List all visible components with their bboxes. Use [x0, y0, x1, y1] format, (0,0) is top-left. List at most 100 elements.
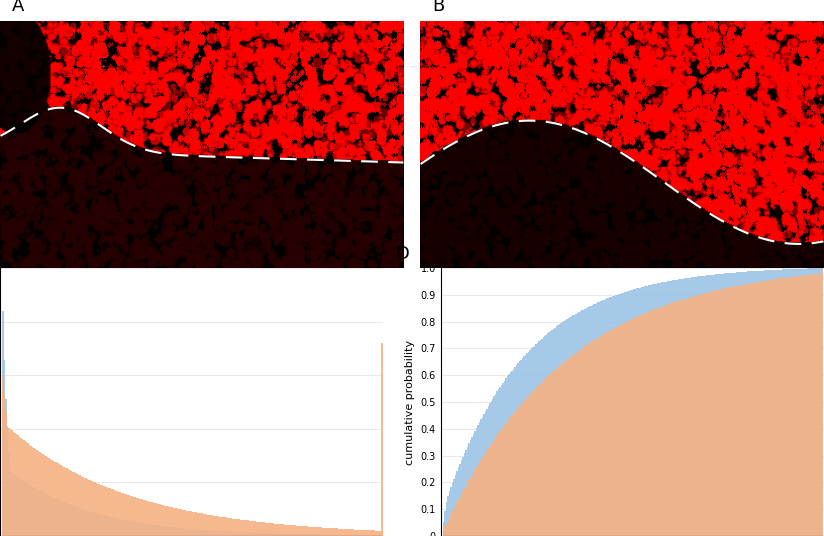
Bar: [86, 478, 87, 536]
Bar: [252, 533, 253, 536]
Bar: [731, 287, 733, 536]
Bar: [123, 493, 124, 536]
Bar: [69, 470, 71, 536]
Bar: [59, 464, 60, 536]
Bar: [325, 528, 326, 536]
Bar: [36, 489, 38, 536]
Bar: [14, 433, 16, 536]
Bar: [681, 279, 682, 536]
Bar: [768, 270, 770, 536]
Bar: [175, 527, 176, 536]
Bar: [730, 287, 731, 536]
Bar: [581, 348, 583, 536]
Bar: [353, 530, 354, 536]
Bar: [662, 306, 664, 536]
Bar: [475, 467, 477, 536]
Bar: [221, 531, 222, 536]
Bar: [473, 434, 474, 536]
Bar: [544, 379, 545, 536]
Bar: [742, 285, 743, 536]
Bar: [230, 532, 231, 536]
Bar: [556, 369, 557, 536]
Bar: [125, 520, 127, 536]
Bar: [119, 519, 121, 536]
Bar: [369, 530, 371, 536]
Bar: [572, 355, 574, 536]
Bar: [782, 270, 783, 536]
Bar: [575, 353, 577, 536]
Bar: [232, 518, 234, 536]
Bar: [118, 519, 119, 536]
Bar: [728, 287, 730, 536]
Bar: [188, 528, 190, 536]
Bar: [489, 446, 490, 536]
Bar: [197, 512, 199, 536]
Bar: [75, 473, 77, 536]
Bar: [350, 535, 351, 536]
Bar: [596, 339, 597, 536]
Bar: [446, 524, 447, 536]
Bar: [366, 530, 368, 536]
Bar: [71, 505, 72, 536]
Bar: [255, 533, 256, 536]
Bar: [222, 531, 223, 536]
Bar: [362, 535, 363, 536]
Bar: [762, 271, 764, 536]
Bar: [810, 274, 812, 536]
Bar: [714, 291, 716, 536]
Bar: [789, 277, 790, 536]
Bar: [195, 529, 197, 536]
Bar: [743, 272, 745, 536]
Bar: [240, 519, 241, 536]
Bar: [780, 278, 782, 536]
Bar: [10, 471, 12, 536]
Bar: [114, 490, 115, 536]
Bar: [38, 490, 40, 536]
Bar: [697, 295, 699, 536]
Bar: [804, 269, 805, 536]
Bar: [23, 481, 25, 536]
Bar: [269, 523, 271, 536]
Bar: [293, 534, 295, 536]
Bar: [648, 285, 649, 536]
Bar: [762, 281, 764, 536]
Bar: [275, 533, 277, 536]
Bar: [347, 529, 349, 536]
Bar: [197, 530, 199, 536]
Bar: [594, 340, 596, 536]
Bar: [264, 523, 265, 536]
Bar: [522, 403, 523, 536]
Bar: [538, 341, 540, 536]
Bar: [372, 531, 373, 536]
Bar: [84, 478, 86, 536]
Bar: [547, 377, 549, 536]
Bar: [334, 535, 335, 536]
Bar: [173, 508, 175, 536]
Bar: [5, 412, 7, 536]
Bar: [443, 522, 444, 536]
Bar: [746, 284, 747, 536]
Bar: [621, 293, 623, 536]
Bar: [142, 523, 143, 536]
Bar: [182, 528, 184, 536]
Bar: [66, 503, 68, 536]
Bar: [602, 300, 603, 536]
Bar: [351, 535, 353, 536]
Bar: [753, 282, 755, 536]
Bar: [723, 273, 725, 536]
Bar: [47, 457, 49, 536]
Bar: [190, 511, 191, 536]
Bar: [481, 416, 483, 536]
Bar: [716, 274, 718, 536]
Bar: [245, 520, 246, 536]
Bar: [201, 513, 203, 536]
Bar: [60, 501, 62, 536]
Bar: [132, 496, 133, 536]
Bar: [504, 381, 505, 536]
Bar: [7, 427, 8, 536]
Bar: [269, 533, 271, 536]
Bar: [230, 518, 231, 536]
Bar: [267, 523, 268, 536]
Bar: [273, 533, 274, 536]
Bar: [618, 294, 620, 536]
